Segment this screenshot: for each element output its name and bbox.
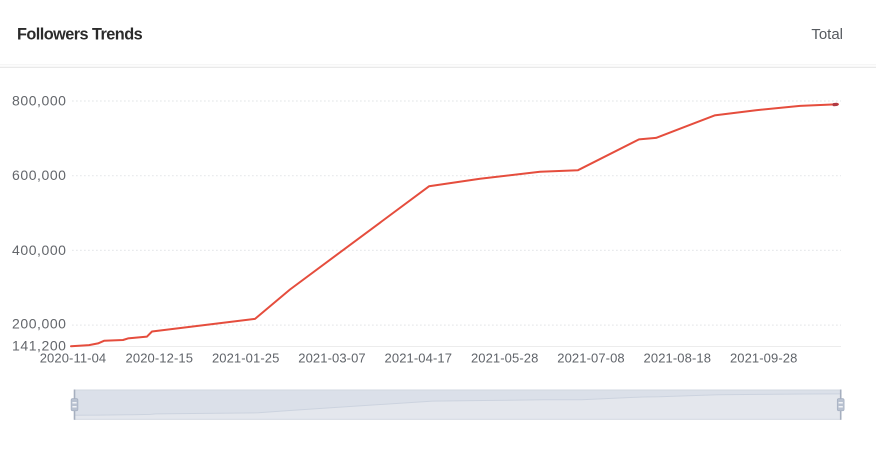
svg-text:2021-01-25: 2021-01-25 xyxy=(212,350,280,365)
svg-text:2020-11-04: 2020-11-04 xyxy=(40,350,107,365)
svg-text:400,000: 400,000 xyxy=(12,242,66,258)
svg-text:2020-12-15: 2020-12-15 xyxy=(126,350,194,365)
svg-text:Total: Total xyxy=(811,26,843,43)
svg-text:2021-04-17: 2021-04-17 xyxy=(385,350,453,365)
svg-text:800,000: 800,000 xyxy=(12,93,66,109)
svg-text:2021-07-08: 2021-07-08 xyxy=(557,350,625,365)
svg-text:2021-08-18: 2021-08-18 xyxy=(644,350,712,365)
svg-text:Followers Trends: Followers Trends xyxy=(17,26,143,44)
svg-text:2021-03-07: 2021-03-07 xyxy=(298,350,366,365)
svg-text:600,000: 600,000 xyxy=(12,167,66,183)
svg-text:2021-09-28: 2021-09-28 xyxy=(730,350,798,365)
svg-text:2021-05-28: 2021-05-28 xyxy=(471,350,539,365)
svg-text:200,000: 200,000 xyxy=(12,316,66,332)
